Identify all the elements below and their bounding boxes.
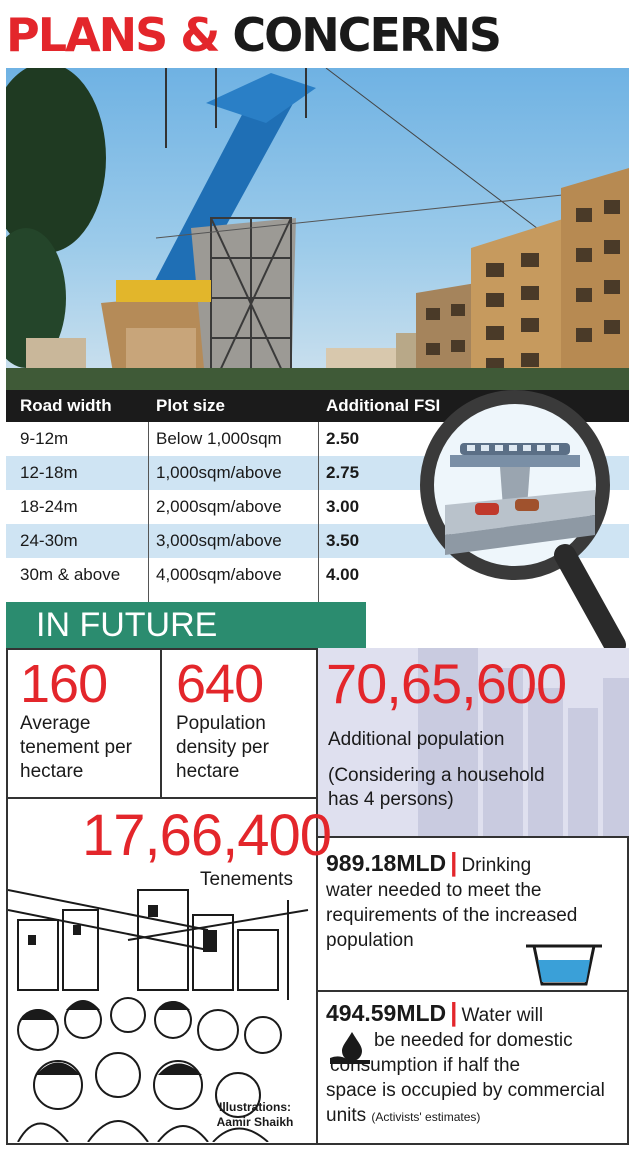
crowd-illustration [8, 889, 309, 1142]
page-title: PLANS & CONCERNS [6, 6, 502, 64]
header-additional-fsi: Additional FSI [326, 396, 441, 415]
credit-line: Aamir Shaikh [216, 1115, 294, 1129]
metro-construction-photo [6, 68, 629, 390]
illustration-credit: Illustrations: Aamir Shaikh [205, 1100, 305, 1130]
road-width-cell: 12-18m [20, 463, 78, 482]
stat-label-line: hectare [20, 761, 84, 782]
water-drop-hand-icon [330, 1032, 370, 1064]
water-text-first: Water will [461, 1005, 544, 1026]
additional-population-panel: 70,65,600 Additional population (Conside… [318, 648, 629, 836]
water-text-line: requirements of the increased [326, 905, 578, 926]
header-plot-size: Plot size [156, 396, 225, 415]
stat-population-density: 640 Population density per hectare [176, 656, 269, 784]
stat-label-line: hectare [176, 761, 240, 782]
divider [160, 648, 162, 798]
road-width-cell: 18-24m [20, 497, 78, 516]
stat-label-line: density per [176, 737, 269, 758]
plot-size-cell: 1,000sqm/above [156, 463, 282, 482]
stat-value: 640 [176, 654, 264, 714]
in-future-banner: IN FUTURE [6, 602, 366, 648]
water-container-icon [526, 944, 602, 986]
divider [318, 836, 629, 838]
title-part-1: PLANS & [6, 8, 220, 62]
plot-size-cell: 2,000sqm/above [156, 497, 282, 516]
divider [318, 990, 629, 992]
credit-line: Illustrations: [218, 1100, 291, 1114]
magnifier-metro-illustration [420, 390, 626, 656]
water-value: 494.59MLD [326, 1000, 447, 1026]
in-future-heading: IN FUTURE [36, 606, 218, 644]
divider [6, 648, 318, 650]
stat-value: 70,65,600 [326, 652, 567, 715]
tenements-label: Tenements [200, 869, 293, 890]
fsi-cell: 3.50 [326, 531, 360, 550]
fsi-cell: 2.50 [326, 429, 360, 448]
divider [6, 797, 318, 799]
separator: | [450, 847, 458, 877]
divider [6, 648, 8, 1145]
stat-tenement-density: 160 Average tenement per hectare [20, 656, 132, 784]
water-value: 989.18MLD [326, 850, 447, 876]
stat-note-line: (Considering a household [328, 765, 545, 786]
road-width-cell: 30m & above [20, 565, 121, 584]
skyline-illustration [418, 648, 629, 836]
fsi-cell: 3.00 [326, 497, 360, 516]
table-divider [318, 422, 319, 602]
plot-size-cell: Below 1,000sqm [156, 429, 282, 448]
plot-size-cell: 4,000sqm/above [156, 565, 282, 584]
drinking-water-stat: 989.18MLD | Drinking water needed to meet … [326, 847, 626, 953]
fsi-cell: 4.00 [326, 565, 360, 584]
water-text-line: population [326, 930, 414, 951]
plot-size-cell: 3,000sqm/above [156, 531, 282, 550]
water-text-line: water needed to meet the [326, 880, 542, 901]
water-text-line: consumption if half the [330, 1055, 521, 1076]
stat-label-line: Population [176, 713, 266, 734]
stat-label: Additional population [328, 729, 505, 750]
water-text-line: be needed for domestic [374, 1030, 573, 1051]
water-text-line: space is occupied by commercial [326, 1080, 605, 1101]
divider [627, 648, 629, 1145]
road-width-cell: 24-30m [20, 531, 78, 550]
fsi-cell: 2.75 [326, 463, 360, 482]
separator: | [450, 997, 458, 1027]
water-text-first: Drinking [461, 855, 532, 876]
domestic-water-stat: 494.59MLD | Water will be needed for domes… [326, 997, 626, 1130]
tenements-value: 17,66,400 [82, 803, 332, 868]
table-divider [148, 422, 149, 602]
stat-label-line: tenement per [20, 737, 132, 758]
stat-label-line: Average [20, 713, 91, 734]
divider [316, 648, 318, 1143]
stat-value: 160 [20, 654, 108, 714]
title-part-2: CONCERNS [232, 8, 502, 62]
divider [6, 1143, 629, 1145]
water-text-line: units [326, 1105, 367, 1126]
header-road-width: Road width [20, 396, 112, 415]
water-note: (Activists' estimates) [371, 1110, 481, 1124]
road-width-cell: 9-12m [20, 429, 69, 448]
stat-note-line: has 4 persons) [328, 789, 454, 810]
